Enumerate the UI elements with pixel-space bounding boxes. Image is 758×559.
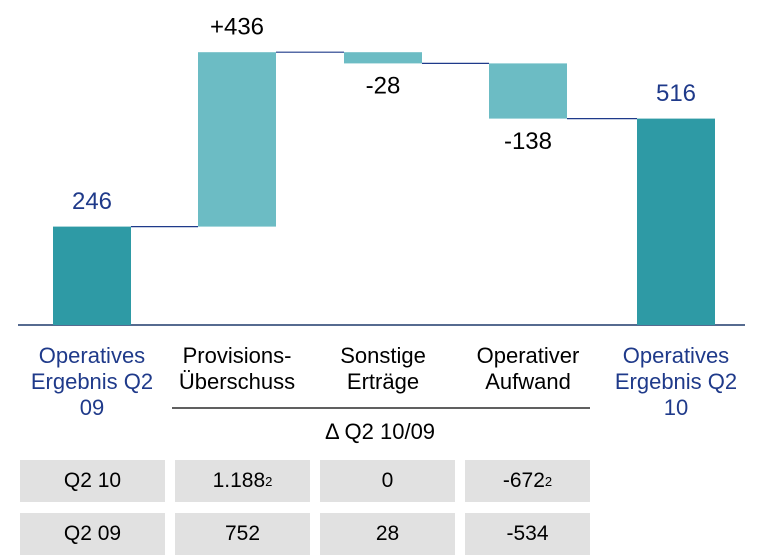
table-cell: 1.188 2 bbox=[175, 460, 310, 502]
table-cell: 0 bbox=[320, 460, 455, 502]
value-label: -138 bbox=[504, 128, 552, 155]
category-label: Operativer Aufwand bbox=[476, 343, 580, 394]
category-label: Sonstige Erträge bbox=[340, 343, 426, 394]
cell-text: 1.188 bbox=[212, 469, 266, 492]
cell-text: 0 bbox=[381, 469, 394, 492]
table-cell: 28 bbox=[320, 513, 455, 555]
category-label: Provisions-Überschuss bbox=[178, 343, 296, 394]
value-label: -28 bbox=[366, 73, 401, 100]
bar bbox=[198, 52, 276, 227]
row-label: Q2 10 bbox=[20, 460, 165, 502]
row-label: Q2 09 bbox=[20, 513, 165, 555]
value-label: 516 bbox=[656, 80, 696, 107]
value-label: +436 bbox=[210, 14, 264, 41]
table-cell: -534 bbox=[465, 513, 590, 555]
footnote-mark: 2 bbox=[544, 473, 553, 489]
category-label: Operatives Ergebnis Q2 09 bbox=[30, 343, 154, 420]
cell-text: 28 bbox=[375, 522, 400, 545]
bar bbox=[344, 52, 422, 64]
bar bbox=[489, 63, 567, 119]
bar bbox=[53, 226, 131, 325]
cell-text: 752 bbox=[224, 522, 261, 545]
table-cell: -672 2 bbox=[465, 460, 590, 502]
value-label: 246 bbox=[72, 188, 112, 215]
bar bbox=[637, 118, 715, 325]
footnote-mark: 2 bbox=[265, 473, 273, 489]
cell-text: -534 bbox=[506, 522, 549, 545]
group-label: Δ Q2 10/09 bbox=[325, 419, 435, 444]
category-label: Operatives Ergebnis Q2 10 bbox=[614, 343, 738, 420]
table-cell: 752 bbox=[175, 513, 310, 555]
cell-text: -672 bbox=[502, 469, 545, 492]
